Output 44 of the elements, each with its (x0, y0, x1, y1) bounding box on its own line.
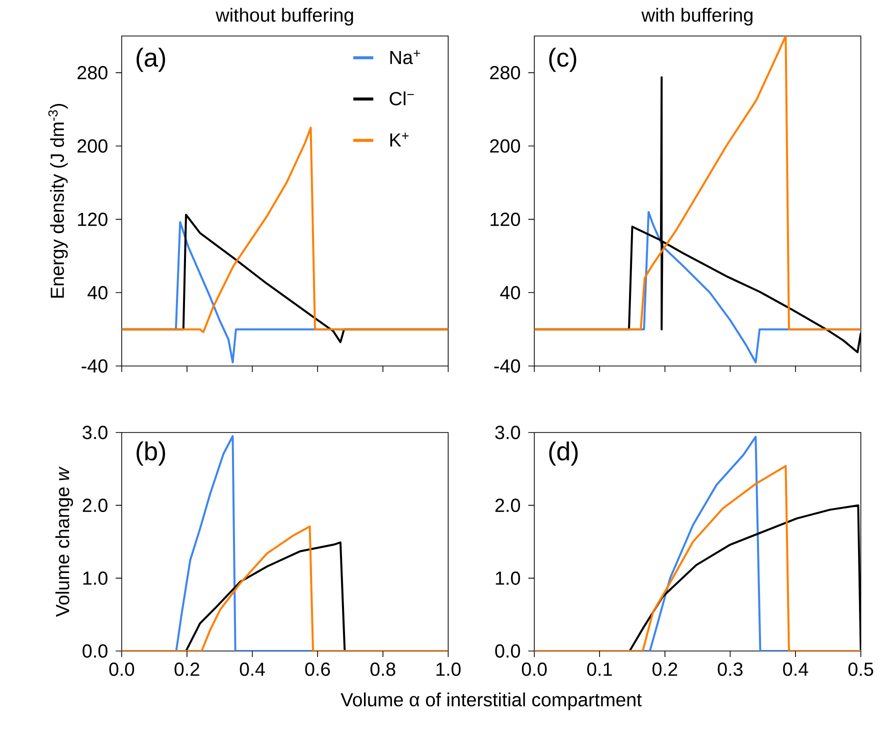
x-tick-label: 0.6 (305, 662, 330, 676)
chart-title: without buffering (216, 8, 353, 26)
annotation: (d) (549, 441, 578, 466)
x-tick-label: 0.2 (652, 662, 678, 676)
x-tick-label: 0.4 (783, 662, 808, 676)
legend-label: K$^{+}$ (390, 132, 408, 147)
y-tick-label: 40 (500, 286, 520, 300)
annotation: (a) (136, 48, 166, 72)
y-tick-label: 280 (490, 66, 520, 80)
y-tick-label: 120 (490, 212, 520, 226)
x-tick-label: 0.4 (240, 662, 265, 676)
x-tick-label: 0.2 (174, 662, 200, 676)
y-tick-label: 3.0 (495, 426, 520, 440)
y-tick-label: -40 (82, 359, 108, 373)
legend-label: Cl$^{−}$ (390, 91, 414, 106)
annotation: (c) (549, 48, 576, 72)
line-series (122, 126, 448, 334)
y-tick-label: -40 (494, 359, 520, 373)
x-axis-title: Volume α of interstitial compartment (340, 692, 642, 710)
y-axis-title: Volume change w (55, 466, 74, 617)
annotation: (b) (136, 441, 166, 466)
line-series (534, 36, 861, 330)
y-tick-label: 120 (78, 212, 108, 226)
chart-title: with buffering (641, 8, 752, 26)
y-tick-label: 0.0 (82, 644, 108, 658)
y-tick-label: 200 (490, 139, 520, 153)
y-tick-label: 280 (78, 66, 108, 80)
y-tick-label: 0.0 (495, 644, 520, 658)
legend-label: Na$^{+}$ (390, 50, 420, 64)
y-tick-label: 1.0 (496, 571, 520, 585)
x-tick-label: 0.0 (522, 662, 547, 676)
x-tick-label: 0.8 (370, 662, 396, 676)
y-tick-label: 40 (88, 286, 108, 300)
y-tick-label: 1.0 (83, 571, 108, 585)
y-tick-label: 2.0 (495, 498, 520, 512)
x-tick-label: 1.0 (436, 662, 461, 676)
y-tick-label: 200 (78, 139, 108, 153)
y-tick-label: 2.0 (82, 498, 108, 512)
x-tick-label: 0.5 (848, 662, 874, 676)
x-tick-label: 0.1 (587, 662, 612, 676)
y-tick-label: 3.0 (82, 426, 108, 440)
y-axis-title: Energy density (J dm$^{-3}$) (48, 104, 68, 298)
x-tick-label: 0.0 (109, 662, 134, 676)
x-tick-label: 0.3 (718, 662, 743, 676)
